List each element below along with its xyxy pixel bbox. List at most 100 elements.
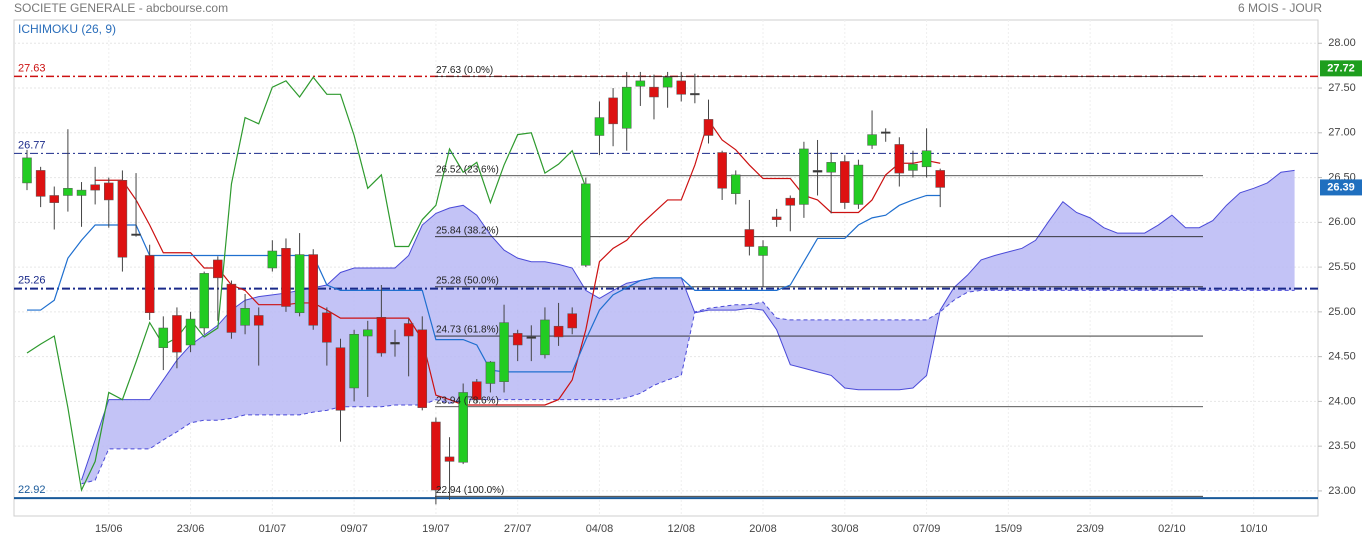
candle-body — [363, 329, 373, 337]
candle-body — [785, 197, 796, 206]
candle-body — [662, 77, 673, 88]
candle-body — [690, 93, 700, 96]
fib-label: 26.52 (23.6%) — [436, 164, 499, 175]
x-tick-label: 27/07 — [504, 523, 532, 535]
candle-body — [49, 195, 60, 203]
cloud-fill — [81, 170, 1295, 484]
candle-body — [240, 308, 250, 326]
candle-body — [199, 273, 209, 329]
y-tick-label: 23.50 — [1328, 440, 1356, 452]
candle-body — [676, 80, 686, 95]
candle-body — [458, 392, 468, 463]
fib-label: 27.63 (0.0%) — [436, 65, 493, 76]
candle-body — [349, 334, 359, 389]
y-tick-label: 24.50 — [1328, 351, 1356, 363]
candle-body — [390, 342, 400, 345]
candle-body — [717, 152, 727, 189]
x-tick-label: 30/08 — [831, 523, 859, 535]
candle-body — [812, 170, 823, 173]
fib-label: 25.28 (50.0%) — [436, 275, 499, 286]
price-badge-label: 26.39 — [1327, 181, 1355, 193]
candle-body — [758, 246, 768, 256]
candle-body — [771, 216, 782, 220]
y-tick-label: 26.00 — [1328, 216, 1356, 228]
candle-body — [703, 119, 714, 136]
candle-body — [417, 329, 428, 408]
fib-label: 25.84 (38.2%) — [436, 225, 499, 236]
candle-body — [608, 97, 618, 125]
plot-layer — [14, 20, 1318, 516]
fib-label: 23.94 (78.6%) — [436, 395, 499, 406]
candle-body — [512, 333, 523, 346]
x-tick-label: 07/09 — [913, 523, 941, 535]
candle-body — [76, 189, 87, 196]
x-tick-label: 15/06 — [95, 523, 123, 535]
candle-body — [581, 183, 591, 266]
candle-body — [894, 144, 905, 174]
period: 6 MOIS - JOUR — [1238, 1, 1322, 15]
candle-body — [281, 248, 291, 307]
candle-body — [880, 131, 891, 134]
candle-body — [499, 322, 509, 382]
candle-body — [908, 163, 918, 171]
x-tick-label: 20/08 — [749, 523, 777, 535]
candle-body — [485, 361, 496, 384]
candle-body — [335, 347, 346, 411]
candle-body — [731, 174, 741, 194]
x-tick-label: 09/07 — [340, 523, 368, 535]
reference-label: 25.26 — [18, 274, 46, 286]
fib-label: 24.73 (61.8%) — [436, 325, 499, 336]
candle-body — [649, 86, 659, 98]
candle-body — [799, 148, 809, 205]
x-tick-label: 23/09 — [1076, 523, 1104, 535]
y-tick-label: 27.00 — [1328, 127, 1356, 139]
candle-body — [322, 312, 332, 343]
candle-body — [158, 327, 169, 348]
x-tick-label: 01/07 — [259, 523, 287, 535]
candle-body — [744, 229, 755, 247]
indicator-label: ICHIMOKU (26, 9) — [18, 22, 116, 36]
candle-body — [90, 184, 100, 191]
candle-body — [935, 170, 945, 188]
reference-label: 27.63 — [18, 62, 46, 74]
price-badge — [1320, 179, 1362, 196]
candle-body — [172, 315, 182, 353]
candle-body — [540, 319, 550, 356]
price-badge — [1320, 60, 1362, 77]
chart-title: SOCIETE GENERALE - abcbourse.com — [14, 1, 228, 15]
y-tick-label: 23.00 — [1328, 485, 1356, 497]
candle-body — [22, 157, 32, 184]
candle-body — [63, 188, 73, 196]
candle-body — [472, 381, 482, 400]
candle-body — [594, 117, 605, 136]
candle-body — [308, 254, 318, 326]
candle-body — [403, 323, 414, 337]
x-tick-label: 04/08 — [586, 523, 614, 535]
candle-body — [376, 316, 387, 354]
candle-body — [267, 250, 278, 269]
y-tick-label: 28.00 — [1328, 37, 1356, 49]
x-tick-label: 19/07 — [422, 523, 450, 535]
candle-body — [253, 315, 264, 326]
candle-body — [294, 254, 305, 314]
x-tick-label: 10/10 — [1240, 523, 1268, 535]
candle-body — [35, 170, 46, 197]
candle-body — [635, 80, 646, 87]
x-tick-label: 12/08 — [667, 523, 695, 535]
reference-label: 26.77 — [18, 139, 46, 151]
candle-body — [826, 162, 836, 173]
reference-label: 22.92 — [18, 484, 46, 496]
candle-body — [621, 86, 632, 129]
x-tick-label: 02/10 — [1158, 523, 1186, 535]
candle-body — [867, 134, 877, 146]
candle-body — [853, 164, 864, 205]
indicator-line — [26, 76, 587, 493]
candle-body — [431, 421, 441, 491]
candle-body — [104, 182, 114, 201]
candle-body — [921, 150, 932, 168]
candle-body — [526, 336, 537, 339]
candle-body — [185, 318, 196, 346]
candle-body — [213, 259, 223, 279]
